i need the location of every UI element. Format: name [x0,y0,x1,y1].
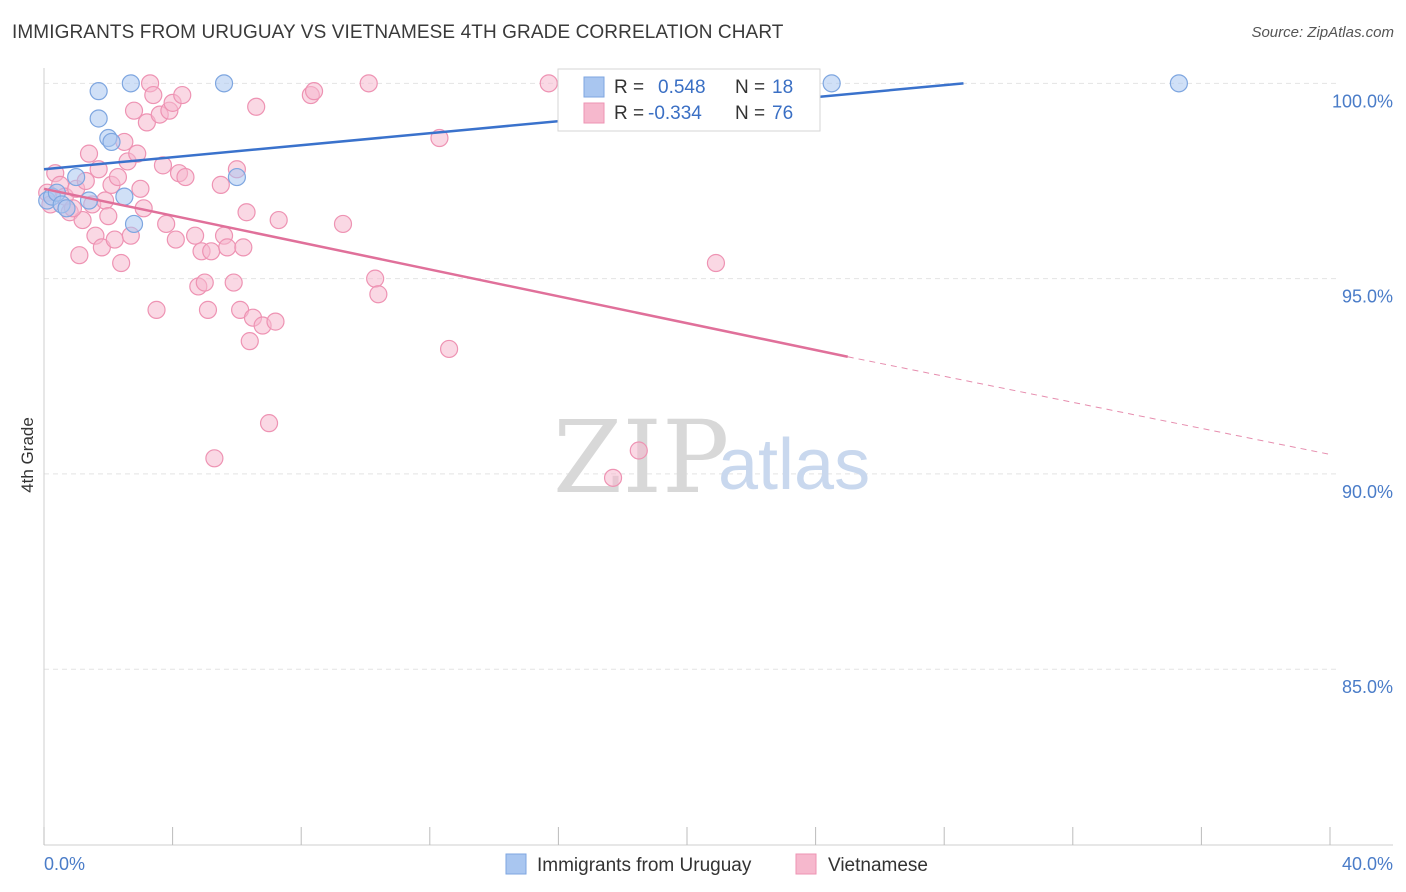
point-vietnamese [157,214,176,234]
point-vietnamese [439,339,459,359]
point-vietnamese [128,144,147,163]
point-vietnamese [173,85,192,105]
point-vietnamese [195,273,214,292]
axes: 0.0% 40.0% [43,68,1393,874]
point-uruguay [822,74,841,93]
stats-n-value-uruguay: 18 [772,77,793,98]
point-vietnamese [108,167,128,187]
point-vietnamese [186,226,205,245]
stats-r-label-vietnamese: R = [614,103,644,124]
point-uruguay [121,74,140,93]
point-vietnamese [144,85,163,105]
data-points [38,74,1188,487]
point-vietnamese [266,312,285,331]
stats-n-value-vietnamese: 76 [772,103,793,124]
point-vietnamese [166,230,185,249]
point-vietnamese [224,273,243,292]
point-vietnamese [234,238,253,257]
stats-n-label-vietnamese: N = [735,103,765,124]
trend-line-vietnamese [43,187,849,358]
point-uruguay [89,109,108,128]
point-vietnamese [369,285,388,304]
y-axis-label: 4th Grade [18,417,37,493]
source-label: Source: ZipAtlas.com [1251,24,1394,41]
point-vietnamese [237,203,256,222]
point-vietnamese [333,214,353,234]
point-uruguay [115,187,134,206]
point-vietnamese [359,74,378,93]
point-vietnamese [211,175,230,194]
point-vietnamese [73,210,92,230]
point-vietnamese [176,167,195,187]
point-vietnamese [218,238,237,257]
point-vietnamese [112,253,131,273]
chart-legend: Immigrants from Uruguay Vietnamese [505,853,928,876]
point-vietnamese [240,332,259,351]
chart-title: IMMIGRANTS FROM URUGUAY VS VIETNAMESE 4T… [12,22,784,43]
point-vietnamese [247,97,266,116]
point-vietnamese [70,246,89,265]
point-vietnamese [629,441,648,460]
stats-r-value-vietnamese: -0.334 [648,103,702,124]
point-vietnamese [99,207,118,226]
y-tick-label: 100.0% [1332,91,1393,111]
point-vietnamese [603,468,623,487]
point-vietnamese [105,230,124,249]
point-vietnamese [205,449,224,468]
stats-swatch-vietnamese [583,102,605,124]
stats-r-value-uruguay: 0.548 [658,77,706,98]
y-tick-label: 95.0% [1342,287,1393,307]
x-tick-label: 0.0% [44,854,85,874]
point-uruguay [214,74,234,93]
watermark: ZIP atlas [553,399,870,516]
x-tick-label: 40.0% [1342,854,1393,874]
point-vietnamese [79,144,99,163]
point-vietnamese [202,242,221,261]
point-vietnamese [198,300,218,319]
stats-r-label-uruguay: R = [614,77,644,98]
point-uruguay [67,167,86,187]
legend-label-vietnamese: Vietnamese [828,855,928,876]
point-vietnamese [706,253,726,273]
point-vietnamese [124,101,144,120]
point-uruguay [227,167,246,187]
point-uruguay [124,214,144,234]
point-vietnamese [153,156,173,175]
point-vietnamese [269,210,288,230]
stats-legend-box: R = 0.548 N = 18 R = -0.334 N = 76 [557,68,821,132]
point-uruguay [102,132,121,152]
point-vietnamese [539,74,558,93]
legend-swatch-uruguay [505,853,527,875]
stats-n-label-uruguay: N = [735,77,765,98]
watermark-atlas: atlas [718,425,870,505]
point-uruguay [1169,74,1188,93]
point-vietnamese [147,300,166,319]
legend-swatch-vietnamese [795,853,817,875]
y-tick-label: 85.0% [1342,677,1393,697]
stats-swatch-uruguay [583,76,605,98]
point-vietnamese [366,269,385,288]
legend-label-uruguay: Immigrants from Uruguay [537,855,752,876]
trend-line-vietnamese-extension [847,356,1331,455]
grid-lines: 100.0% 95.0% 90.0% 85.0% [44,82,1393,697]
point-uruguay [57,199,76,218]
y-tick-label: 90.0% [1342,482,1393,502]
point-vietnamese [131,179,150,198]
point-vietnamese [304,82,324,101]
point-vietnamese [259,414,279,433]
point-uruguay [89,82,108,101]
